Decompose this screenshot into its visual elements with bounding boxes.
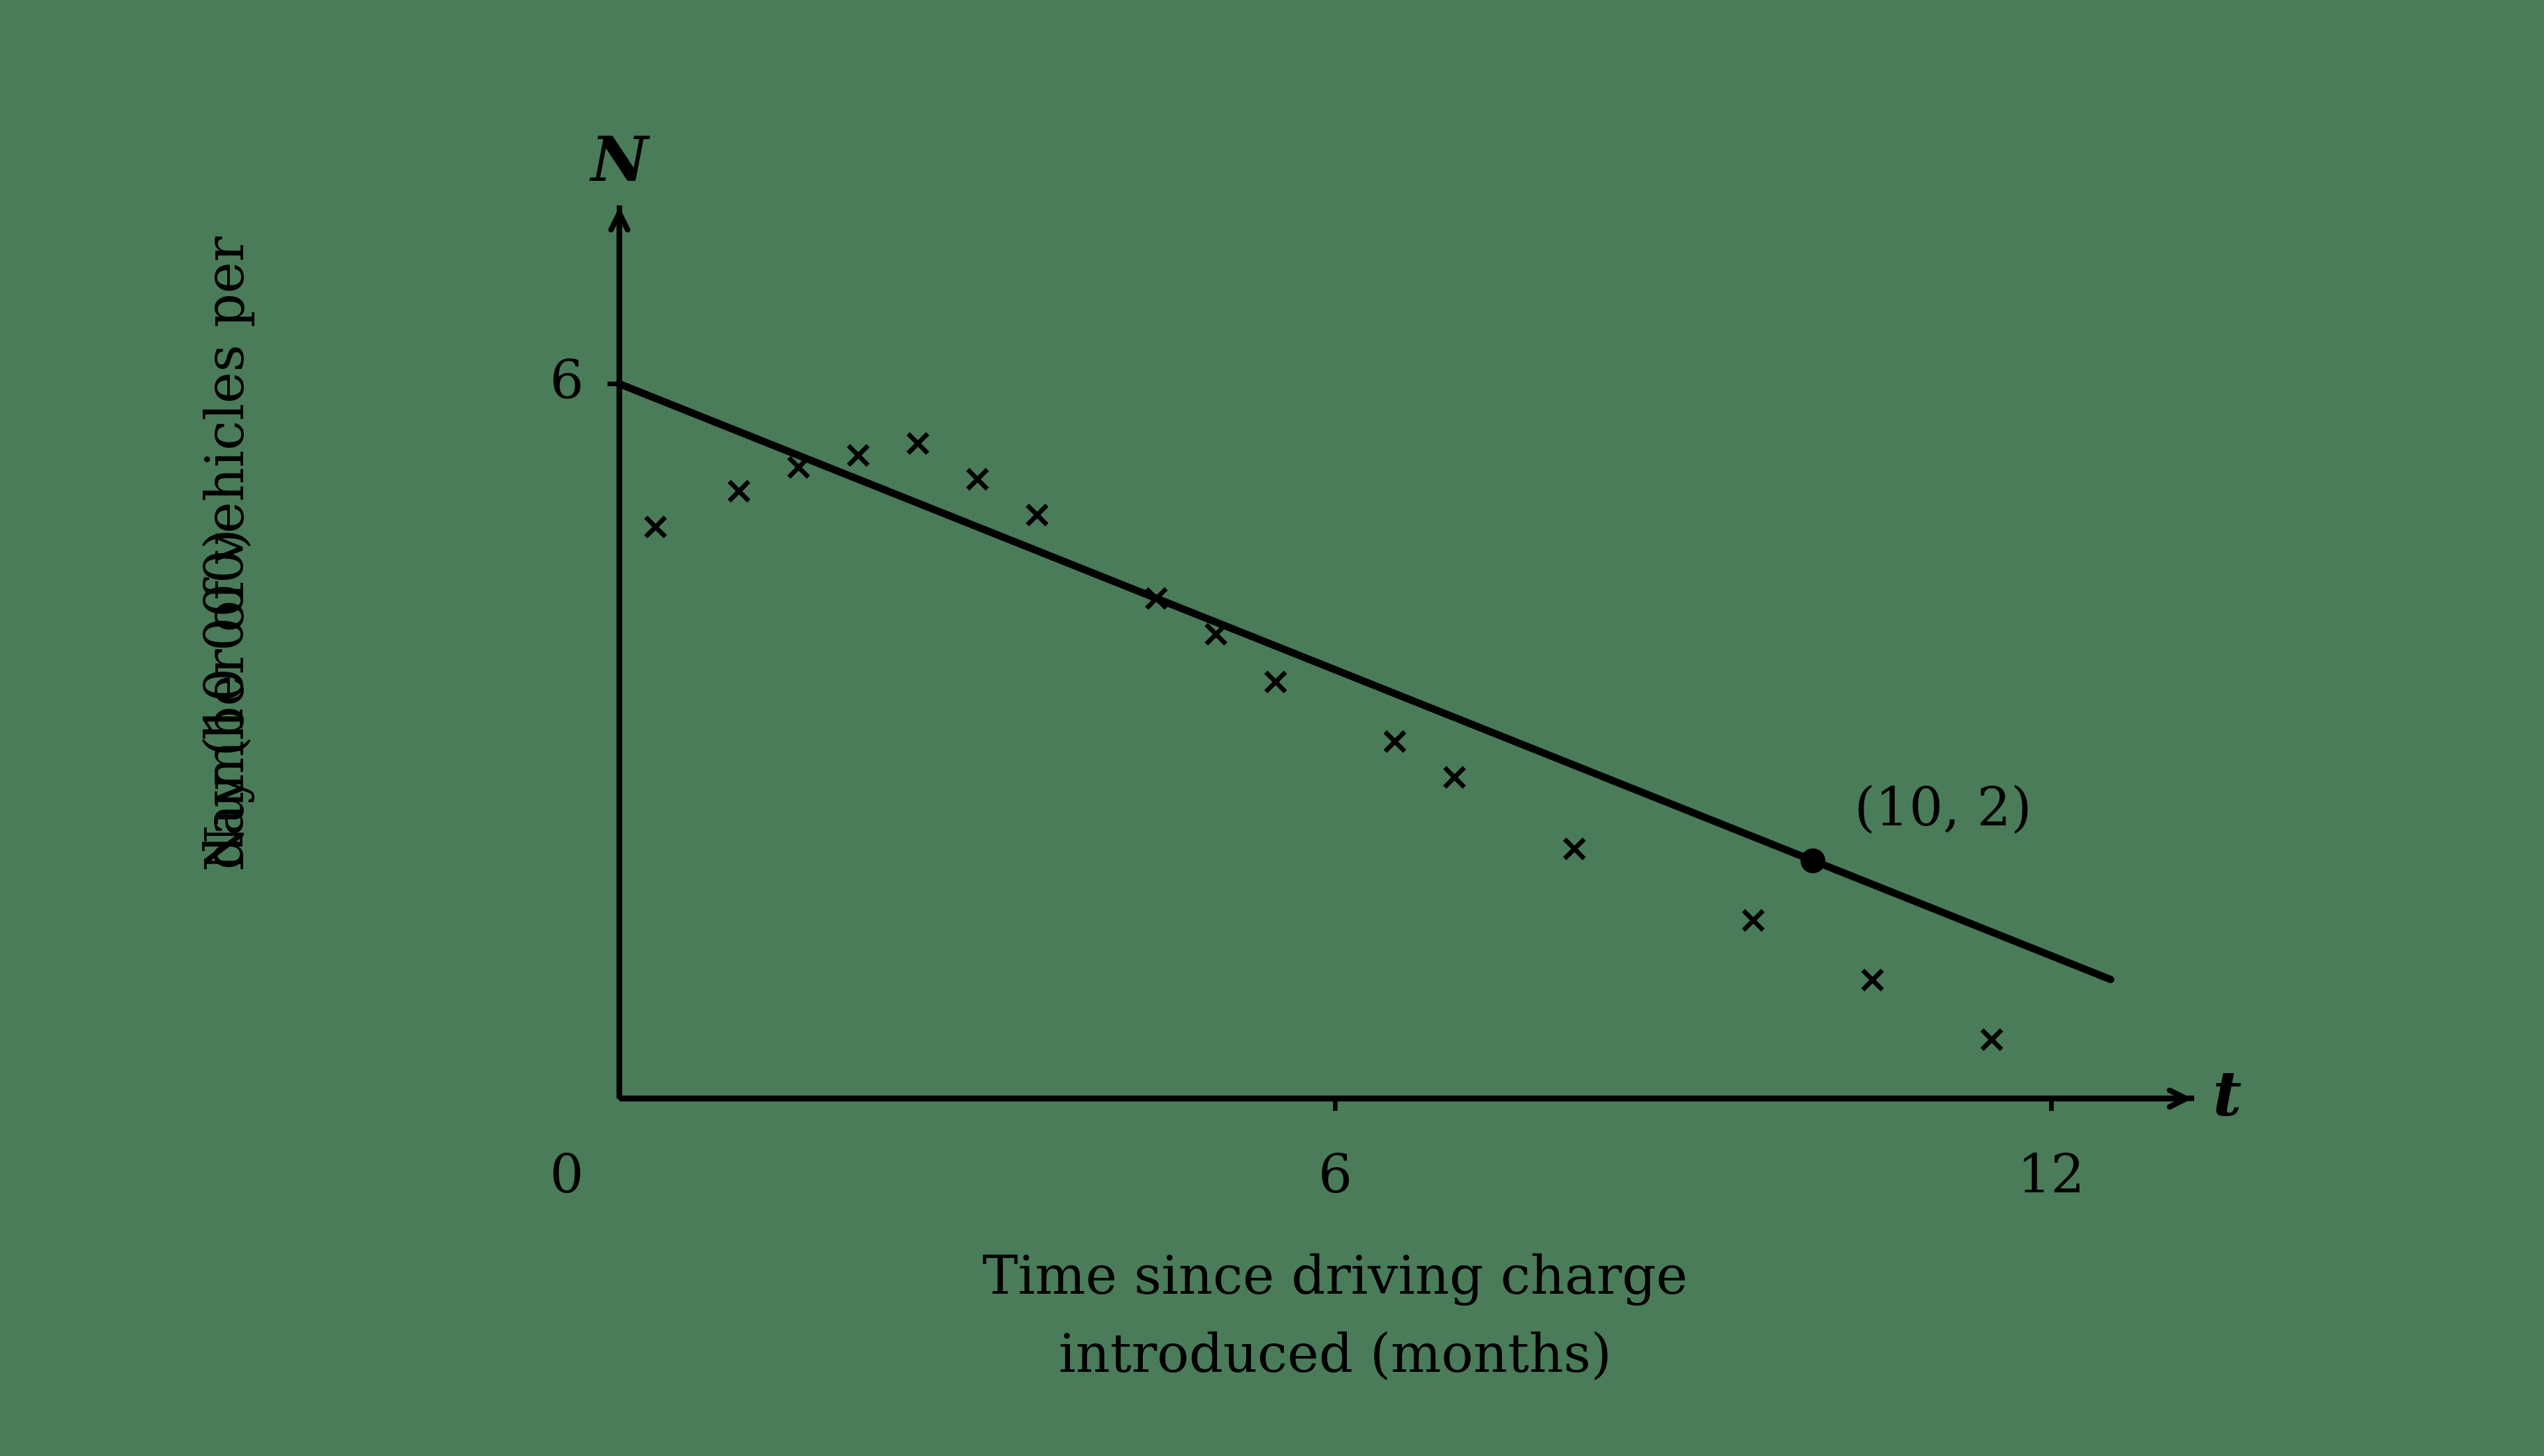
Text: day (10 000): day (10 000) xyxy=(204,529,254,869)
Point xyxy=(1435,766,1476,789)
Text: Number of vehicles per: Number of vehicles per xyxy=(204,236,254,871)
Point xyxy=(1732,909,1773,932)
Point xyxy=(1852,968,1893,992)
Point xyxy=(1254,670,1295,693)
Point xyxy=(1972,1028,2012,1051)
Text: N: N xyxy=(590,134,649,194)
Text: 6: 6 xyxy=(1318,1152,1353,1204)
Text: (10, 2): (10, 2) xyxy=(1855,785,2033,837)
Text: introduced (months): introduced (months) xyxy=(1058,1331,1613,1383)
Point xyxy=(778,456,819,479)
Text: 6: 6 xyxy=(550,358,583,409)
Text: t: t xyxy=(2213,1069,2241,1128)
Point xyxy=(1196,622,1236,645)
Point xyxy=(1554,837,1595,860)
Point xyxy=(1791,849,1832,872)
Point xyxy=(636,515,677,539)
Point xyxy=(1135,587,1175,610)
Point xyxy=(1374,729,1414,753)
Text: 0: 0 xyxy=(550,1152,583,1204)
Text: 12: 12 xyxy=(2017,1152,2086,1204)
Point xyxy=(1018,504,1058,527)
Point xyxy=(717,479,758,502)
Text: Time since driving charge: Time since driving charge xyxy=(982,1254,1687,1306)
Point xyxy=(837,444,878,467)
Point xyxy=(898,432,939,456)
Point xyxy=(957,467,997,491)
